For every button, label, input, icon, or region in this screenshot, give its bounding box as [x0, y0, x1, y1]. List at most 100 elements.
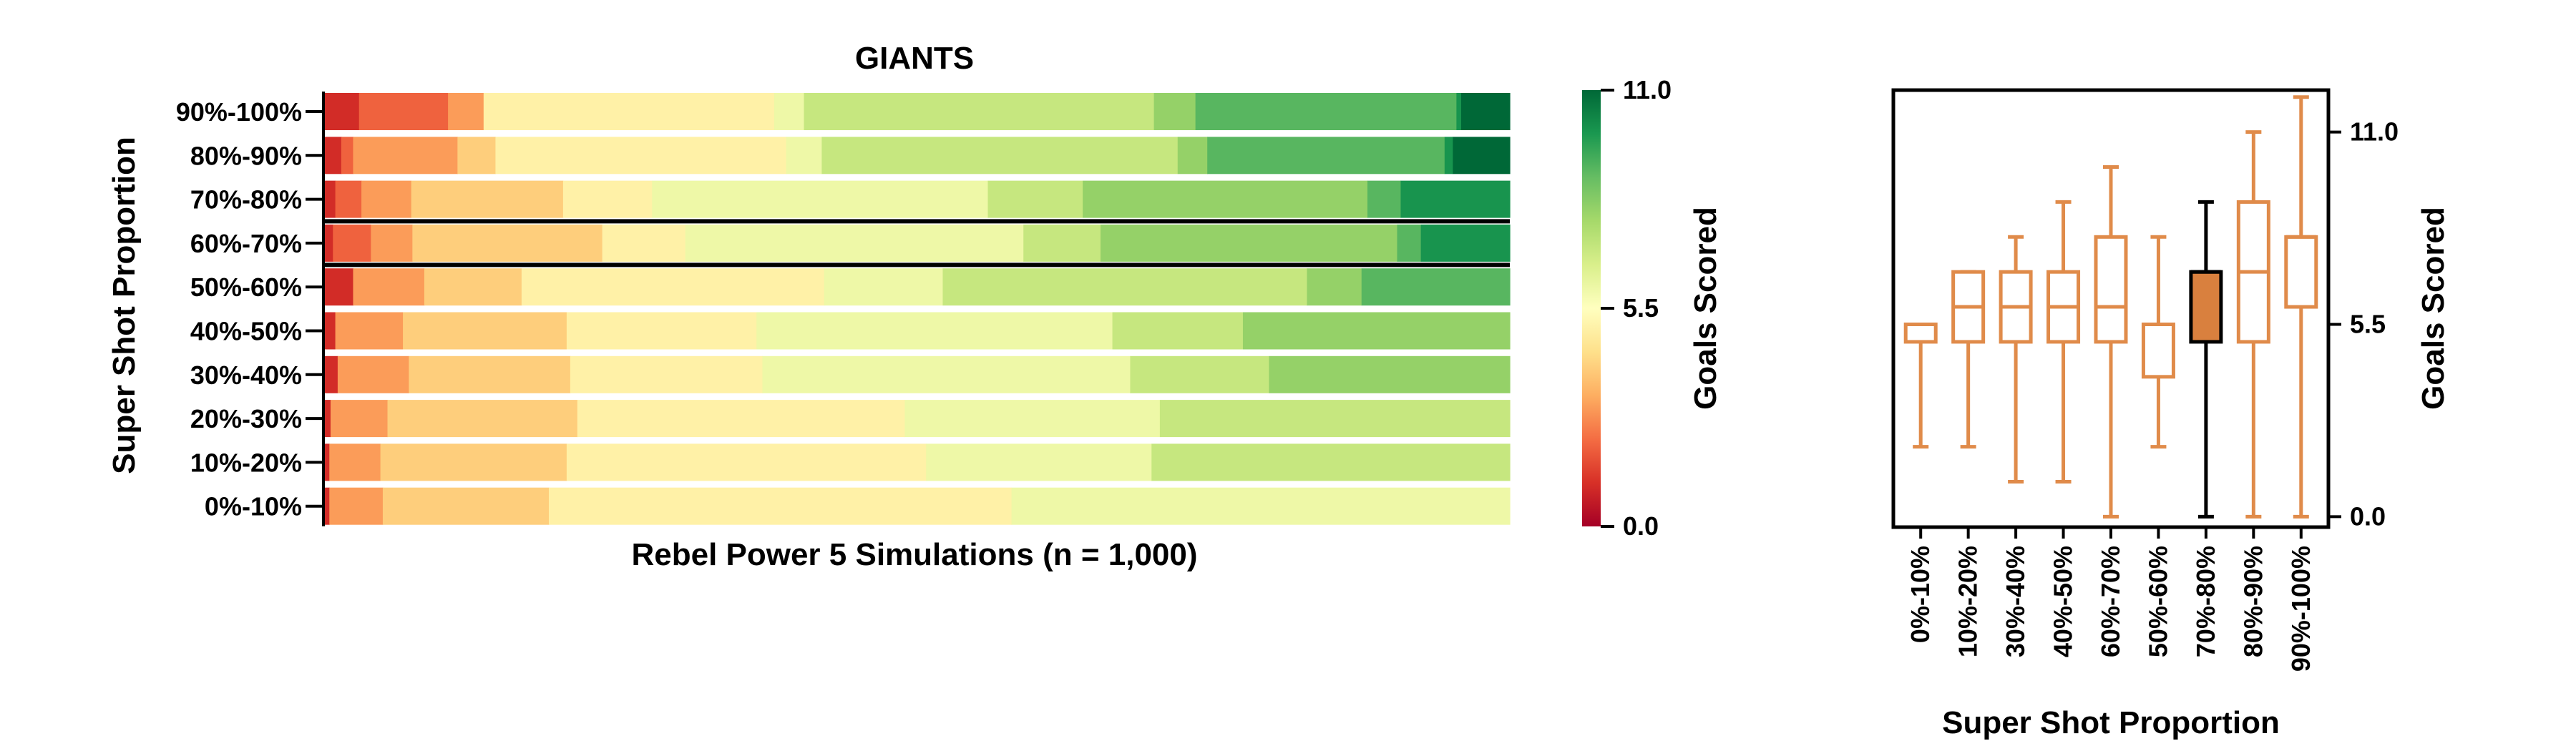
bar-segment [371, 224, 413, 262]
bar-segment [942, 268, 1308, 306]
colorbar-gradient [1582, 90, 1601, 526]
heatmap-rows [323, 93, 1511, 525]
bar-segment [323, 355, 338, 393]
bar-segment [330, 400, 389, 438]
bar-segment [549, 487, 1013, 525]
bar-segment [323, 443, 330, 481]
boxplot-x-tick-label: 60%-70% [2096, 546, 2125, 657]
boxplot-x-tick-label: 90%-100% [2286, 546, 2316, 672]
bar-segment [1269, 355, 1511, 393]
boxplot-x-tick-label: 0%-10% [1906, 546, 1935, 643]
bar-segment [333, 224, 371, 262]
bar-segment [602, 224, 686, 262]
boxplot-y-tick-label: 5.5 [2350, 309, 2386, 338]
bar-segment [387, 400, 578, 438]
colorbar-tick-label: 0.0 [1623, 511, 1659, 541]
heatmap-y-tick-label: 90%-100% [176, 97, 302, 127]
boxplot-y-tick-label: 0.0 [2350, 501, 2386, 531]
bar-segment [358, 93, 449, 130]
bar-segment [566, 312, 757, 350]
bar-segment [1361, 268, 1511, 306]
bar-segment [926, 443, 1152, 481]
bar-segment [411, 180, 564, 218]
bar-segment [323, 268, 354, 306]
bar-segment [1456, 93, 1462, 130]
bar-segment [1130, 355, 1270, 393]
bar-segment [353, 137, 458, 175]
bar-segment [1367, 180, 1402, 218]
bar-segment [323, 400, 331, 438]
box-90%-100% [2284, 95, 2318, 519]
bar-segment [1011, 487, 1511, 525]
boxplot-x-tick-label: 70%-80% [2191, 546, 2220, 657]
bar-segment [337, 355, 409, 393]
bar-segment [824, 268, 944, 306]
bar-segment [457, 137, 497, 175]
bar-segment [1453, 137, 1511, 175]
iqr-box [2094, 235, 2128, 344]
bar-segment [323, 180, 336, 218]
bar-segment [762, 355, 1131, 393]
boxplot-x-tick-label: 80%-90% [2238, 546, 2268, 657]
bar-segment [1195, 93, 1457, 130]
bar-segment [1151, 443, 1511, 481]
box-60%-70% [2094, 165, 2128, 519]
boxplot-x-tick-label: 50%-60% [2143, 546, 2172, 657]
bar-segment [786, 137, 822, 175]
bar-segment [380, 443, 567, 481]
heatmap-x-axis-label: Rebel Power 5 Simulations (n = 1,000) [631, 537, 1197, 572]
boxplot-y-tick-label: 11.0 [2350, 117, 2399, 147]
boxplot-chart: 0.0 5.5 11.0 0%-10% 10%-20% 30%-40% 40%-50% 60… [1891, 88, 2451, 740]
bar-segment [403, 312, 567, 350]
box-70%-80% [2189, 200, 2223, 519]
bar-segment [382, 487, 550, 525]
heatmap-y-tick-label: 0%-10% [205, 492, 302, 521]
colorbar-tick-label: 11.0 [1623, 75, 1672, 104]
box-30%-40% [1999, 235, 2033, 484]
boxplot-x-tick-label: 10%-20% [1953, 546, 1983, 657]
bar-segment [821, 137, 1179, 175]
bar-segment [1461, 93, 1511, 130]
bar-segment [1400, 180, 1511, 218]
box-50%-60% [2141, 235, 2175, 449]
heatmap-y-tick-label: 20%-30% [190, 404, 302, 433]
bar-segment [566, 443, 927, 481]
box-0%-10% [1903, 322, 1938, 449]
boxplot-x-tick-label: 40%-50% [2049, 546, 2078, 657]
bar-segment [424, 268, 522, 306]
bar-segment [1242, 312, 1511, 350]
heatmap-y-tick-label: 80%-90% [190, 141, 302, 170]
bar-segment [685, 224, 1024, 262]
bar-segment [323, 137, 342, 175]
heatmap-y-tick-label: 30%-40% [190, 360, 302, 390]
bar-segment [1023, 224, 1101, 262]
iqr-box [2141, 322, 2175, 379]
heatmap-y-tick-label: 70%-80% [190, 185, 302, 215]
bar-segment [570, 355, 763, 393]
boxplot-x-axis-label: Super Shot Proportion [1942, 705, 2280, 740]
heatmap-y-tick-label: 40%-50% [190, 317, 302, 346]
box-10%-20% [1951, 270, 1986, 449]
bar-segment [1397, 224, 1422, 262]
bar-segment [987, 180, 1083, 218]
bar-segment [521, 268, 825, 306]
colorbar: 0.0 5.5 11.0 Goals Scored [1582, 75, 1723, 541]
heatmap-y-tick-labels: 90%-100% 80%-90% 70%-80% 60%-70% 50%-60% 40%-… [176, 92, 325, 526]
heatmap-y-tick-label: 60%-70% [190, 229, 302, 258]
iqr-box [2284, 235, 2318, 309]
bar-segment [1083, 180, 1368, 218]
bar-segment [448, 93, 484, 130]
iqr-box [1903, 322, 1938, 344]
bar-segment [323, 487, 330, 525]
bar-segment [409, 355, 571, 393]
bar-segment [329, 487, 384, 525]
box-40%-50% [2046, 200, 2081, 484]
box-80%-90% [2236, 130, 2270, 519]
iqr-box [2189, 270, 2223, 344]
bar-segment [412, 224, 603, 262]
colorbar-ticks: 0.0 5.5 11.0 [1601, 75, 1672, 541]
heatmap-y-tick-label: 50%-60% [190, 273, 302, 302]
bar-segment [804, 93, 1155, 130]
bar-segment [1307, 268, 1362, 306]
